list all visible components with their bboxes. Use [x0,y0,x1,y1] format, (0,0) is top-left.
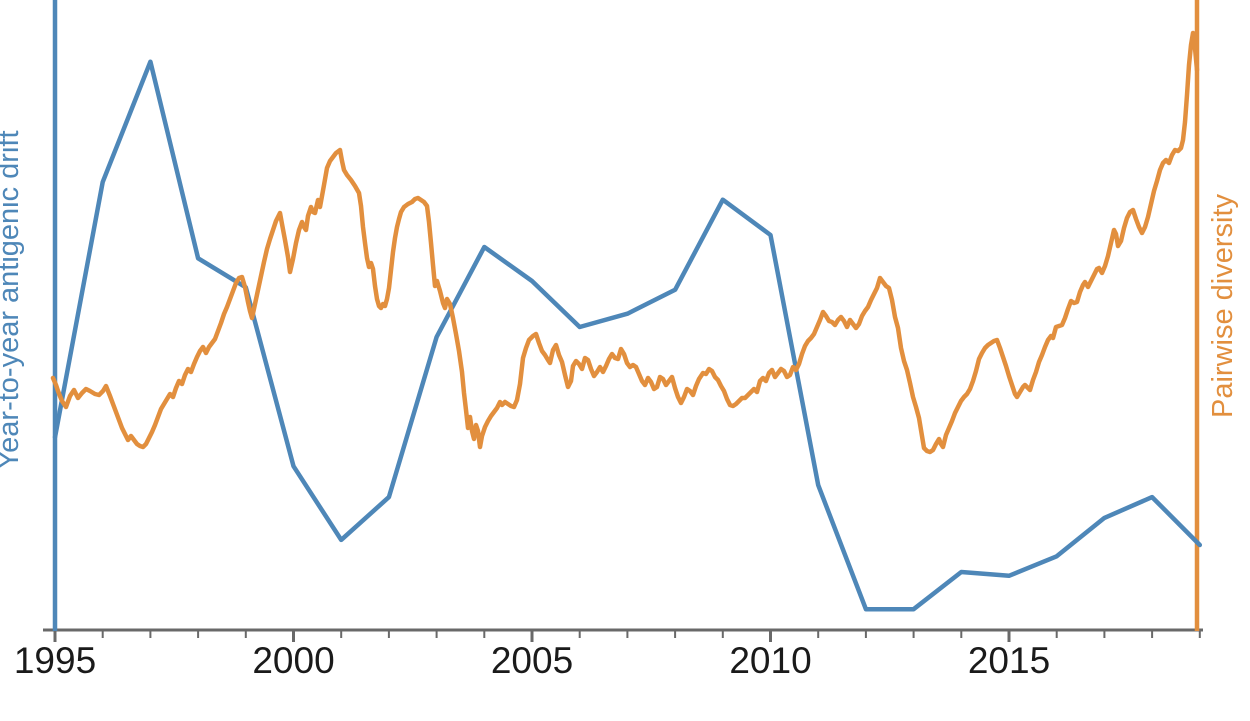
x-ticks-group [53,631,1201,642]
left-axis-title: Year-to-year antigenic drift [0,130,25,469]
x-tick-label: 2000 [252,640,334,681]
x-tick-label: 2010 [729,640,811,681]
axes-group [43,0,1203,632]
x-tick-label: 1995 [14,640,96,681]
x-tick-label: 2015 [968,640,1050,681]
series-group [50,30,1203,612]
x-tick-label: 2005 [491,640,573,681]
pairwise-diversity-line [50,30,1200,455]
x-tick-labels-group: 1995 2000 2005 2010 2015 [14,640,1050,681]
right-axis-title: Pairwise diversity [1207,194,1239,418]
antigenic-drift-line [52,59,1203,612]
